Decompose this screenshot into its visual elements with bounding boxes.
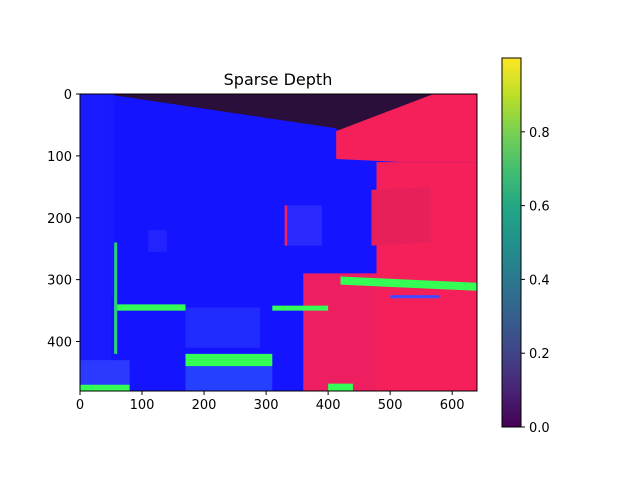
y-tick-label: 400 bbox=[47, 336, 72, 351]
x-tick-label: 500 bbox=[378, 398, 403, 413]
y-tick-label: 0 bbox=[64, 88, 72, 103]
y-tick-label: 300 bbox=[47, 274, 72, 289]
colorbar-tick-label: 0.2 bbox=[529, 347, 550, 362]
y-axis: 0 100 200 300 400 bbox=[47, 88, 80, 351]
colorbar-tick-label: 0.6 bbox=[529, 200, 550, 215]
colorbar bbox=[501, 57, 522, 428]
cabinet-door bbox=[303, 273, 377, 391]
picture-frame bbox=[284, 205, 322, 246]
colorbar-tick-label: 0.4 bbox=[529, 273, 550, 288]
counter-mid bbox=[272, 305, 329, 311]
x-tick-label: 600 bbox=[440, 398, 465, 413]
floor-left bbox=[80, 360, 130, 391]
image-frame bbox=[79, 93, 478, 392]
countertop bbox=[340, 276, 477, 291]
y-tick-label: 100 bbox=[47, 150, 72, 165]
sink bbox=[390, 295, 440, 299]
x-tick-label: 0 bbox=[76, 398, 84, 413]
chair-seat bbox=[185, 353, 273, 367]
chair-base bbox=[185, 366, 273, 391]
counter-left bbox=[117, 304, 186, 311]
picture-frame-edge bbox=[284, 205, 288, 246]
colorbar-ticks: 0.0 0.2 0.4 0.6 0.8 bbox=[521, 126, 550, 436]
colorbar-tick-label: 0.0 bbox=[529, 421, 550, 436]
wall-cabinet bbox=[371, 186, 431, 246]
outlet bbox=[148, 230, 167, 252]
x-tick-label: 300 bbox=[254, 398, 279, 413]
floor-strip-right bbox=[328, 383, 353, 391]
depth-image bbox=[80, 94, 477, 391]
x-tick-label: 100 bbox=[130, 398, 155, 413]
x-tick-label: 400 bbox=[316, 398, 341, 413]
pipe bbox=[104, 94, 115, 299]
chart-title: Sparse Depth bbox=[224, 70, 333, 89]
floor-strip bbox=[80, 384, 130, 391]
door-edge bbox=[114, 242, 118, 354]
x-axis: 0 100 200 300 400 500 600 bbox=[76, 391, 465, 413]
chair-back bbox=[185, 307, 260, 348]
colorbar-tick-label: 0.8 bbox=[529, 126, 550, 141]
y-tick-label: 200 bbox=[47, 212, 72, 227]
upper-cabinet bbox=[336, 94, 477, 163]
left-wall-shade bbox=[80, 94, 111, 391]
x-tick-label: 200 bbox=[192, 398, 217, 413]
